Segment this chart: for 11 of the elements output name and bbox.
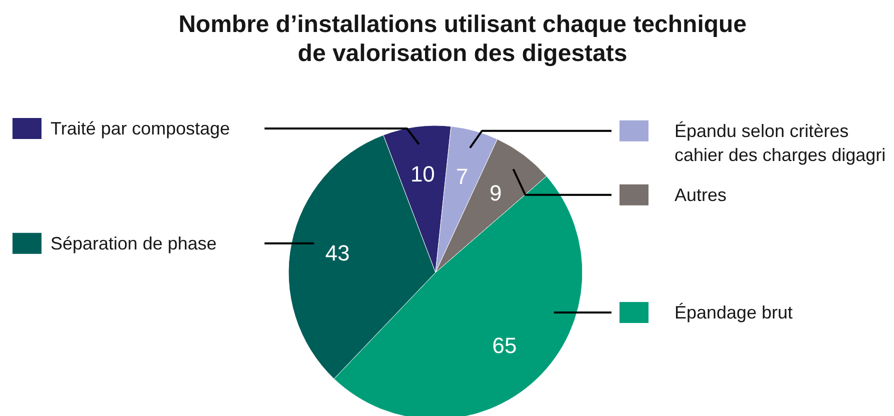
data-label: 65 bbox=[492, 332, 517, 358]
data-label: 10 bbox=[410, 161, 435, 186]
chart-title: Nombre d’installations utilisant chaque technique de valorisation des digestats bbox=[178, 11, 747, 67]
data-label: 43 bbox=[325, 240, 350, 266]
data-label: 7 bbox=[456, 164, 468, 190]
data-label: 9 bbox=[489, 180, 502, 206]
legend-label: Séparation de phase bbox=[50, 233, 217, 254]
legend-label: Autres bbox=[674, 184, 727, 205]
legend-label: Traité par compostage bbox=[50, 118, 230, 138]
legend-label: Épandage brut bbox=[674, 302, 793, 322]
legend-label: Épandu selon critères cahier des charges digagri bbox=[674, 120, 886, 165]
